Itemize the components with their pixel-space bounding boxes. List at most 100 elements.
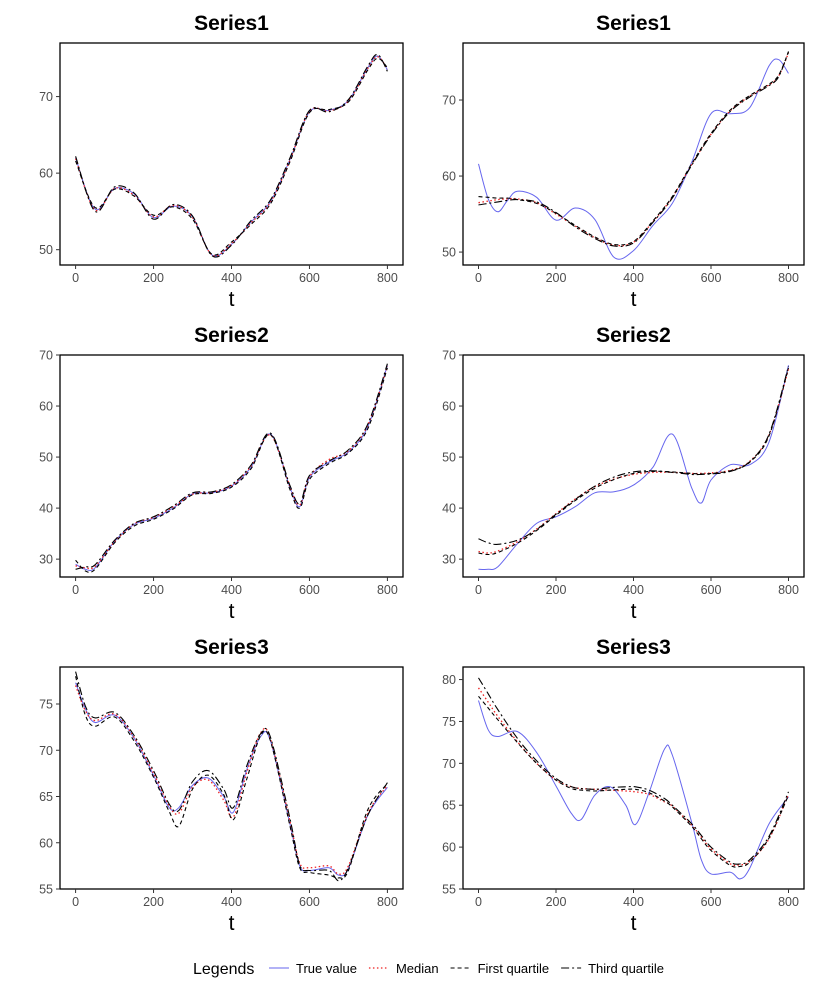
- legend-label-median: Median: [396, 961, 439, 976]
- legend-label-first-quartile: First quartile: [478, 961, 550, 976]
- series-line-first-quartile: [75, 676, 388, 879]
- series-line-median: [74, 685, 388, 875]
- x-tick-label: 600: [299, 895, 320, 909]
- x-tick-label: 600: [701, 271, 722, 285]
- y-tick-label: 70: [442, 94, 456, 108]
- y-tick-label: 75: [442, 715, 456, 729]
- panel-2: Series1 0 200 400 600 800 50 60 70 t: [442, 12, 805, 311]
- x-tick-label: 200: [143, 895, 164, 909]
- y-tick-label: 65: [442, 799, 456, 813]
- panel-1: Series1 0 200 400 600 800 50 60 70 t: [39, 12, 404, 311]
- x-axis-label: t: [631, 600, 637, 623]
- series-line-true-value: [478, 700, 789, 880]
- x-tick-label: 400: [221, 271, 242, 285]
- legend-label-third-quartile: Third quartile: [588, 961, 664, 976]
- panel-title: Series2: [194, 324, 269, 347]
- panel-border: [462, 354, 805, 578]
- series-line-median: [74, 56, 388, 257]
- x-tick-label: 0: [72, 271, 79, 285]
- panel-border: [59, 42, 404, 266]
- x-tick-label: 400: [623, 583, 644, 597]
- series-line-third-quartile: [75, 53, 388, 258]
- legend: Legends True value Median First quartile Thi…: [193, 961, 664, 978]
- series-line-true-value: [478, 58, 789, 260]
- y-tick-label: 80: [442, 673, 456, 687]
- x-tick-label: 200: [143, 271, 164, 285]
- series-line-median: [478, 369, 790, 554]
- y-tick-label: 50: [442, 451, 456, 465]
- x-tick-label: 400: [221, 895, 242, 909]
- series-line-first-quartile: [75, 367, 388, 573]
- series-line-true-value: [75, 55, 388, 257]
- y-tick-label: 50: [39, 451, 53, 465]
- y-tick-label: 75: [39, 698, 53, 712]
- x-tick-label: 600: [701, 895, 722, 909]
- y-tick-label: 40: [442, 502, 456, 516]
- panel-border: [59, 354, 404, 578]
- y-tick-label: 60: [39, 167, 53, 181]
- y-tick-label: 70: [39, 744, 53, 758]
- x-tick-label: 800: [778, 583, 799, 597]
- series-line-first-quartile: [478, 695, 790, 868]
- series-line-median: [478, 52, 790, 247]
- x-tick-label: 200: [143, 583, 164, 597]
- x-tick-label: 0: [475, 271, 482, 285]
- legend-label-true-value: True value: [296, 961, 357, 976]
- x-axis-label: t: [229, 288, 235, 311]
- series-line-true-value: [75, 365, 388, 572]
- x-axis-label: t: [631, 912, 637, 935]
- x-axis-label: t: [229, 600, 235, 623]
- series-line-third-quartile: [478, 366, 790, 545]
- x-tick-label: 600: [299, 271, 320, 285]
- panel-border: [59, 666, 404, 890]
- y-tick-label: 60: [442, 841, 456, 855]
- x-tick-label: 200: [546, 895, 567, 909]
- panel-border: [462, 42, 805, 266]
- series-line-first-quartile: [478, 51, 790, 246]
- x-tick-label: 0: [72, 583, 79, 597]
- panel-border: [462, 666, 805, 890]
- x-tick-label: 400: [221, 583, 242, 597]
- panel-title: Series3: [194, 636, 269, 659]
- x-tick-label: 600: [299, 583, 320, 597]
- series-line-true-value: [478, 365, 789, 571]
- y-tick-label: 60: [39, 836, 53, 850]
- x-axis-label: t: [229, 912, 235, 935]
- x-tick-label: 800: [377, 895, 398, 909]
- series-line-median: [477, 687, 790, 867]
- x-tick-label: 0: [475, 583, 482, 597]
- series-line-first-quartile: [75, 57, 388, 256]
- panel-5: Series3 0 200 400 600 800 55 60 65 70 75 t: [39, 636, 404, 935]
- x-tick-label: 400: [623, 271, 644, 285]
- series-line-third-quartile: [478, 677, 790, 865]
- x-tick-label: 400: [623, 895, 644, 909]
- series-line-third-quartile: [75, 363, 388, 570]
- x-tick-label: 800: [778, 895, 799, 909]
- panel-title: Series3: [596, 636, 671, 659]
- y-tick-label: 50: [39, 243, 53, 257]
- y-tick-label: 55: [442, 883, 456, 897]
- panel-6: Series3 0 200 400 600 800 55 60 65 70 75 80 t: [442, 636, 805, 935]
- x-tick-label: 0: [475, 895, 482, 909]
- y-tick-label: 70: [442, 757, 456, 771]
- y-tick-label: 65: [39, 790, 53, 804]
- x-tick-label: 0: [72, 895, 79, 909]
- y-tick-label: 60: [39, 400, 53, 414]
- y-tick-label: 70: [39, 349, 53, 363]
- legend-title: Legends: [193, 961, 254, 978]
- panel-4: Series2 0 200 400 600 800 30 40 50 60 70 t: [442, 324, 805, 623]
- x-tick-label: 800: [377, 583, 398, 597]
- panel-title: Series1: [194, 12, 269, 35]
- x-tick-label: 200: [546, 583, 567, 597]
- x-tick-label: 800: [778, 271, 799, 285]
- y-tick-label: 30: [442, 553, 456, 567]
- y-tick-label: 60: [442, 400, 456, 414]
- x-axis-label: t: [631, 288, 637, 311]
- series-line-third-quartile: [75, 671, 388, 882]
- y-tick-label: 70: [442, 349, 456, 363]
- panel-3: Series2 0 200 400 600 800 30 40 50 60 70 t: [39, 324, 404, 623]
- x-tick-label: 200: [546, 271, 567, 285]
- series-line-true-value: [75, 682, 388, 877]
- y-tick-label: 70: [39, 90, 53, 104]
